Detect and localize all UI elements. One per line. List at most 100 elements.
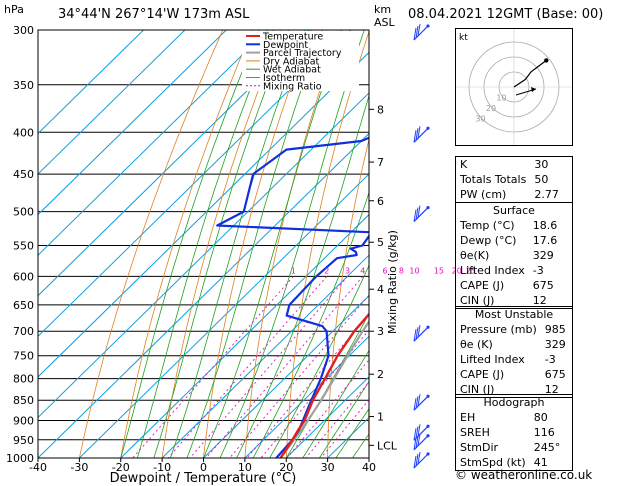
parcel-trajectory-line bbox=[279, 319, 369, 458]
hodograph-table: Hodograph EH 80 SREH 116 StmDir 245° StmSpd (kt… bbox=[455, 394, 573, 471]
wind-barb-flag bbox=[415, 25, 419, 39]
index-row: StmSpd (kt) 41 bbox=[456, 455, 573, 471]
pressure-tick-label: 900 bbox=[13, 415, 34, 428]
pressure-tick-label: 600 bbox=[13, 270, 34, 283]
index-row: θe(K) 329 bbox=[456, 248, 573, 263]
pressure-tick-label: 550 bbox=[13, 239, 34, 252]
km-tick-label: 1 bbox=[377, 411, 384, 424]
dry-adiabat-line bbox=[591, 30, 617, 458]
index-value: 12 bbox=[532, 294, 547, 307]
legend-box bbox=[242, 31, 359, 91]
index-row: EH 80 bbox=[456, 410, 573, 425]
km-tick-label: 4 bbox=[377, 283, 384, 296]
wind-barb-base bbox=[426, 126, 430, 130]
mixing-ratio-label: 20 bbox=[452, 266, 462, 275]
dry-adiabat-line bbox=[161, 30, 282, 458]
index-label: Dewp (°C) bbox=[460, 234, 517, 247]
mixing-ratio-label: 3 bbox=[345, 266, 350, 275]
index-label: EH bbox=[460, 411, 476, 424]
x-tick-label: 10 bbox=[238, 461, 252, 474]
index-label: θe (K) bbox=[460, 338, 493, 351]
dry-adiabat-line bbox=[285, 30, 369, 458]
wind-barb-flag bbox=[417, 23, 421, 37]
index-value: 30 bbox=[534, 158, 549, 171]
index-label: CAPE (J) bbox=[460, 279, 505, 292]
wet-adiabat-line bbox=[319, 380, 369, 458]
mixing-ratio-label: 2 bbox=[324, 266, 329, 275]
x-tick-label: 40 bbox=[362, 461, 376, 474]
pressure-tick-label: 700 bbox=[13, 325, 34, 338]
pressure-tick-label: 850 bbox=[13, 394, 34, 407]
pressure-tick-label: 650 bbox=[13, 299, 34, 312]
legend-entry: Wet Adiabat bbox=[263, 65, 321, 76]
index-value: 50 bbox=[534, 173, 549, 186]
wind-barb-flag bbox=[413, 428, 417, 441]
mixing-ratio-line bbox=[132, 276, 294, 458]
x-tick-label: -20 bbox=[112, 461, 130, 474]
index-label: Pressure (mb) bbox=[460, 323, 537, 336]
wind-barb-flag bbox=[413, 329, 417, 342]
isotherm-line bbox=[79, 173, 369, 458]
mixing-ratio-label: 1 bbox=[291, 266, 296, 275]
mixing-ratio-line bbox=[189, 276, 348, 458]
dry-adiabat-line bbox=[120, 30, 253, 458]
wind-barb-flag bbox=[413, 27, 417, 41]
legend-entry: Parcel Trajectory bbox=[263, 48, 342, 59]
index-row: CAPE (J) 675 bbox=[456, 278, 573, 293]
section-title: Hodograph bbox=[483, 396, 545, 409]
wind-barb-flag bbox=[417, 394, 421, 407]
index-value: 116 bbox=[533, 426, 555, 439]
km-tick-label: 3 bbox=[377, 325, 384, 338]
wind-barb-flag bbox=[413, 130, 417, 143]
isotherm-line bbox=[38, 30, 310, 297]
x-tick-label: -40 bbox=[29, 461, 47, 474]
wind-barb-flag bbox=[415, 426, 419, 439]
index-label: SREH bbox=[460, 426, 490, 439]
dry-adiabat-line bbox=[327, 137, 369, 458]
wind-barb-flag bbox=[415, 396, 419, 409]
index-value: 329 bbox=[532, 249, 554, 262]
isotherm-line bbox=[38, 30, 351, 338]
wind-barb-base bbox=[426, 205, 430, 210]
index-row: Temp (°C) 18.6 bbox=[456, 218, 573, 233]
index-value: 675 bbox=[544, 368, 566, 381]
storm-motion-arrowhead bbox=[531, 87, 536, 92]
index-row: θe (K) 329 bbox=[456, 337, 573, 352]
mixing-ratio-label: 4 bbox=[360, 266, 365, 275]
wind-barb-flag bbox=[417, 451, 421, 465]
datetime-title: 08.04.2021 12GMT (Base: 00) bbox=[408, 7, 604, 22]
hodograph-ring-label: 30 bbox=[475, 115, 485, 124]
pressure-tick-label: 300 bbox=[13, 24, 34, 37]
hpa-unit: hPa bbox=[4, 3, 24, 16]
hodograph-unit-label: kt bbox=[459, 33, 468, 43]
index-label: CAPE (J) bbox=[460, 368, 505, 381]
index-label: CIN (J) bbox=[460, 383, 495, 396]
index-row: Lifted Index -3 bbox=[456, 263, 573, 278]
location-title: 34°44'N 267°14'W 173m ASL bbox=[58, 7, 250, 22]
wind-barb-base bbox=[426, 325, 430, 329]
wind-barb-base bbox=[426, 434, 430, 438]
wind-barb-flag bbox=[413, 398, 417, 411]
wind-barb-flag bbox=[417, 126, 421, 139]
mixing-ratio-line bbox=[229, 294, 369, 458]
hodograph-endpoint bbox=[544, 58, 549, 63]
index-label: PW (cm) bbox=[460, 188, 507, 201]
mixing-ratio-label: 8 bbox=[399, 266, 404, 275]
wind-barb-flag bbox=[417, 433, 421, 446]
pressure-tick-label: 350 bbox=[13, 79, 34, 92]
index-value: 80 bbox=[533, 411, 548, 424]
wet-adiabat-line bbox=[219, 30, 365, 458]
index-row: Dewp (°C) 17.6 bbox=[456, 233, 573, 248]
index-value: 245° bbox=[533, 441, 561, 454]
x-tick-label: -10 bbox=[153, 461, 171, 474]
wet-adiabat-line bbox=[120, 30, 260, 458]
surface-table: Surface Temp (°C) 18.6 Dewp (°C) 17.6 θe(K) 32… bbox=[455, 202, 573, 309]
index-value: 2.77 bbox=[534, 188, 559, 201]
index-row: Totals Totals 50 bbox=[456, 172, 573, 187]
index-row: StmDir 245° bbox=[456, 440, 573, 455]
wind-barb-flag bbox=[415, 207, 419, 220]
credit-text: © weatheronline.co.uk bbox=[455, 468, 593, 482]
wind-barb-base bbox=[426, 394, 430, 398]
isotherm-line bbox=[38, 30, 144, 135]
